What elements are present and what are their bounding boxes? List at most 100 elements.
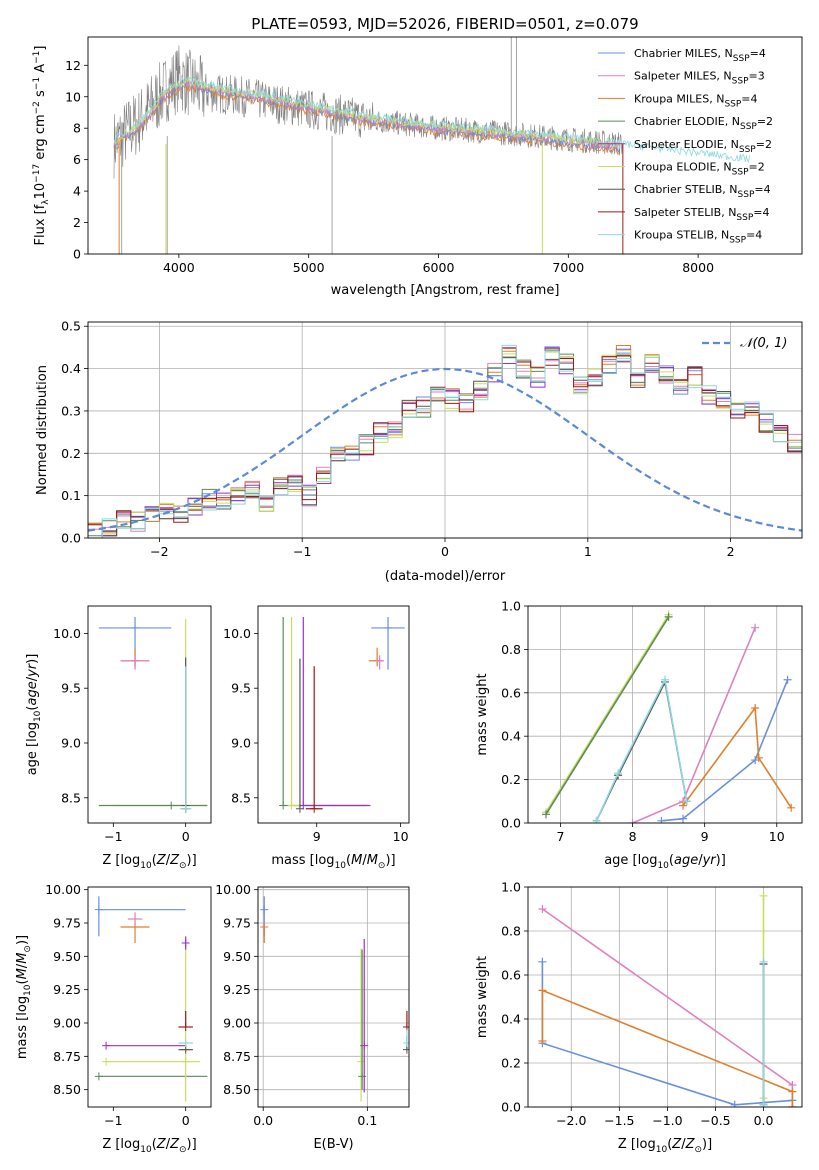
grid-lines [258, 887, 409, 1107]
x-tick-label: −2.0 [556, 1113, 586, 1128]
errorbar-marker [181, 1045, 190, 1054]
errorbar-marker [360, 1041, 369, 1050]
legend-entry: 𝒩(0, 1) [740, 336, 787, 351]
label-part: 10 [656, 1145, 668, 1155]
y-tick-label: 9.75 [53, 916, 81, 931]
errorbar-salpeter_miles [375, 655, 384, 670]
label-part: / [681, 1137, 686, 1152]
x-axis-label: Z [log10(Z/Z⊙)] [102, 853, 196, 871]
series-marker [542, 810, 551, 819]
label-part: M [15, 953, 30, 964]
label-part: Kroupa MILES, N [634, 92, 724, 105]
label-part: ( [152, 1137, 157, 1152]
label-part: M [367, 853, 378, 868]
errorbar-marker [131, 656, 140, 665]
errorbar-marker [384, 623, 393, 632]
y-axis-label: mass weight [475, 673, 490, 755]
label-part: Kroupa ELODIE, N [634, 161, 732, 174]
x-tick-label: 10 [769, 829, 785, 844]
x-tick-label: 0.0 [754, 1113, 774, 1128]
label-part: 10 [335, 861, 347, 871]
y-tick-label: 9.25 [223, 982, 251, 997]
y-axis-label: Flux [fλ10−17 erg cm−2 s−1 A−1] [32, 46, 51, 246]
series-marker [783, 675, 792, 684]
series-kroupa_miles [679, 703, 796, 812]
y-tick-label: 0.0 [501, 1100, 521, 1115]
label-part: =4 [741, 92, 757, 105]
label-part: ⊙ [694, 1145, 702, 1155]
errorbar-kroupa_stelib [402, 1029, 409, 1047]
label-part: / [15, 963, 30, 968]
series-marker [538, 986, 547, 995]
label-part: Kroupa STELIB, N [634, 229, 729, 242]
x-tick-label: 4000 [163, 260, 195, 275]
x-axis-label: mass [log10(M/M⊙)] [271, 853, 395, 871]
series-marker [538, 957, 547, 966]
series-marker [788, 1103, 797, 1107]
errorbar-kroupa_miles [260, 923, 269, 943]
errorbar-marker [181, 804, 190, 813]
errorbar-marker [181, 1057, 190, 1066]
label-part: M [15, 968, 30, 979]
x-axis-label: age [log10(age/yr)] [604, 853, 726, 871]
y-tick-label: 0.1 [61, 488, 81, 503]
series-line [682, 705, 792, 809]
label-part: SSP [732, 77, 749, 87]
label-part: ⊙ [378, 861, 386, 871]
label-part: =2 [756, 138, 772, 151]
errorbar-chabrier_miles [94, 896, 186, 937]
y-tick-label: 9.5 [231, 681, 251, 696]
normal-curve [88, 367, 802, 532]
label-part: )] [716, 853, 726, 868]
legend-entry: Salpeter ELODIE, NSSP=2 [634, 138, 772, 155]
y-tick-label: 0.2 [501, 772, 521, 787]
label-part: 10 [140, 1145, 152, 1155]
x-tick-label: 0.0 [253, 1113, 273, 1128]
errorbar-marker [279, 801, 288, 810]
x-tick-label: 6000 [423, 260, 455, 275]
label-part: 10 [23, 984, 33, 996]
y-axis-label: age [log10(age/yr)] [25, 654, 43, 776]
label-part: =2 [749, 161, 765, 174]
y-axis-label: Normed distribution [35, 365, 50, 495]
label-part: ⊙ [179, 1145, 187, 1155]
y-tick-label: 0.6 [501, 968, 521, 983]
label-part: )] [187, 1137, 197, 1152]
y-tick-label: 9.00 [223, 1016, 251, 1031]
x-tick-label: 9 [313, 829, 321, 844]
errorbar-marker [131, 923, 140, 931]
series-marker [679, 801, 688, 810]
y-tick-label: 0.6 [501, 685, 521, 700]
label-part: yr [25, 662, 40, 678]
axes-frame [527, 886, 803, 1108]
label-part: =2 [757, 115, 773, 128]
y-tick-label: 0.3 [61, 403, 81, 418]
errorbar-salpeter_stelib [305, 666, 323, 813]
label-part: )] [187, 853, 197, 868]
label-part: )] [25, 654, 40, 664]
label-part: Z [log [618, 1137, 656, 1152]
series-marker [679, 814, 688, 823]
y-tick-label: 6 [73, 152, 81, 167]
x-tick-label: 5000 [293, 260, 325, 275]
series-kroupa_stelib [759, 957, 768, 1107]
y-tick-label: 12 [65, 58, 81, 73]
series-marker [759, 957, 768, 966]
y-tick-label: 9.75 [223, 916, 251, 931]
y-tick-label: 10.0 [53, 626, 81, 641]
errorbar-marker [131, 623, 140, 632]
series-marker [657, 816, 666, 823]
errorbar-salpeter_stelib [178, 1011, 193, 1031]
label-part: )] [385, 853, 395, 868]
label-part: =4 [753, 206, 769, 219]
legend-entry: Kroupa MILES, NSSP=4 [634, 92, 758, 109]
label-part: 10 [33, 710, 43, 722]
label-part: −17 [32, 164, 42, 183]
label-part: Z [156, 853, 167, 868]
x-tick-label: −2 [150, 544, 168, 559]
x-tick-label: −1 [293, 544, 311, 559]
label-part: s [33, 90, 48, 101]
model-spectrum-kroupa_elodie [113, 76, 621, 149]
series-line [595, 677, 688, 822]
